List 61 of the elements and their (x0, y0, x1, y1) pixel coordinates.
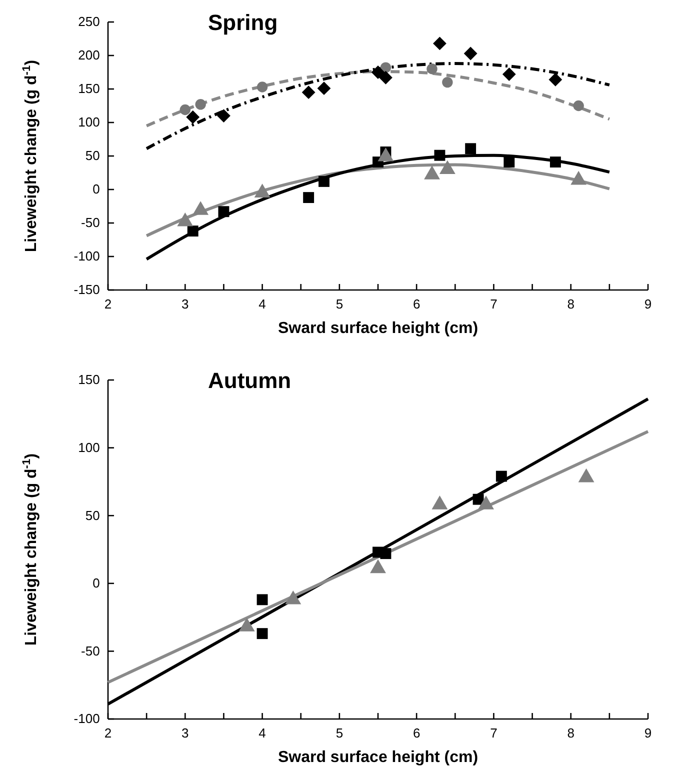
point (434, 150, 446, 161)
x-axis-title: Sward surface height (cm) (278, 320, 478, 337)
y-tick-label: -100 (74, 248, 100, 264)
point (195, 99, 206, 110)
chart-title: Spring (208, 10, 278, 35)
point (180, 104, 190, 116)
chart-title: Autumn (208, 368, 292, 393)
y-tick-label: -50 (81, 643, 100, 658)
y-tick-label: 0 (92, 576, 100, 591)
x-axis-title: Sward surface height (cm) (278, 749, 478, 766)
y-tick-label: 200 (78, 48, 100, 63)
point (464, 46, 478, 60)
y-tick-label: -100 (74, 711, 100, 726)
point (380, 62, 392, 73)
point (218, 206, 230, 218)
x-tick-label: 2 (104, 726, 112, 741)
line-series (145, 62, 611, 150)
y-tick-label: 100 (78, 114, 100, 130)
point (217, 109, 230, 123)
x-tick-label: 5 (336, 296, 344, 312)
point (426, 64, 438, 74)
point (504, 156, 515, 168)
point (548, 72, 562, 86)
point (371, 66, 385, 79)
point (186, 110, 200, 124)
y-tick-label: -150 (74, 282, 100, 298)
point (318, 176, 330, 187)
x-tick-label: 3 (182, 726, 189, 741)
point (256, 82, 268, 92)
point (187, 226, 198, 237)
point (303, 192, 314, 204)
x-tick-label: 3 (182, 296, 189, 312)
y-tick-label: 250 (78, 14, 100, 30)
y-tick-label: 50 (85, 508, 100, 523)
y-tick-label: 50 (85, 148, 100, 164)
x-tick-label: 4 (258, 726, 266, 741)
point (502, 68, 516, 81)
point (442, 76, 453, 88)
point (550, 156, 561, 168)
x-tick-label: 5 (336, 726, 344, 741)
x-tick-label: 7 (490, 726, 498, 741)
y-tick-label: 150 (78, 81, 100, 96)
y-tick-label: -50 (81, 215, 100, 230)
x-tick-label: 6 (412, 726, 420, 741)
x-tick-label: 9 (644, 296, 652, 312)
point (317, 82, 331, 96)
y-tick-label: 100 (78, 440, 100, 455)
point (379, 70, 392, 84)
point (302, 86, 316, 100)
x-tick-label: 2 (104, 296, 112, 312)
y-tick-label: 0 (92, 182, 100, 197)
x-tick-label: 4 (258, 296, 266, 312)
point (573, 100, 584, 112)
point (433, 36, 446, 50)
x-tick-label: 9 (644, 726, 652, 741)
y-tick-label: 150 (78, 372, 100, 388)
x-tick-label: 6 (412, 296, 420, 312)
x-tick-label: 7 (490, 296, 498, 312)
point (465, 143, 476, 154)
x-tick-label: 8 (567, 726, 574, 741)
x-tick-label: 8 (567, 296, 574, 312)
